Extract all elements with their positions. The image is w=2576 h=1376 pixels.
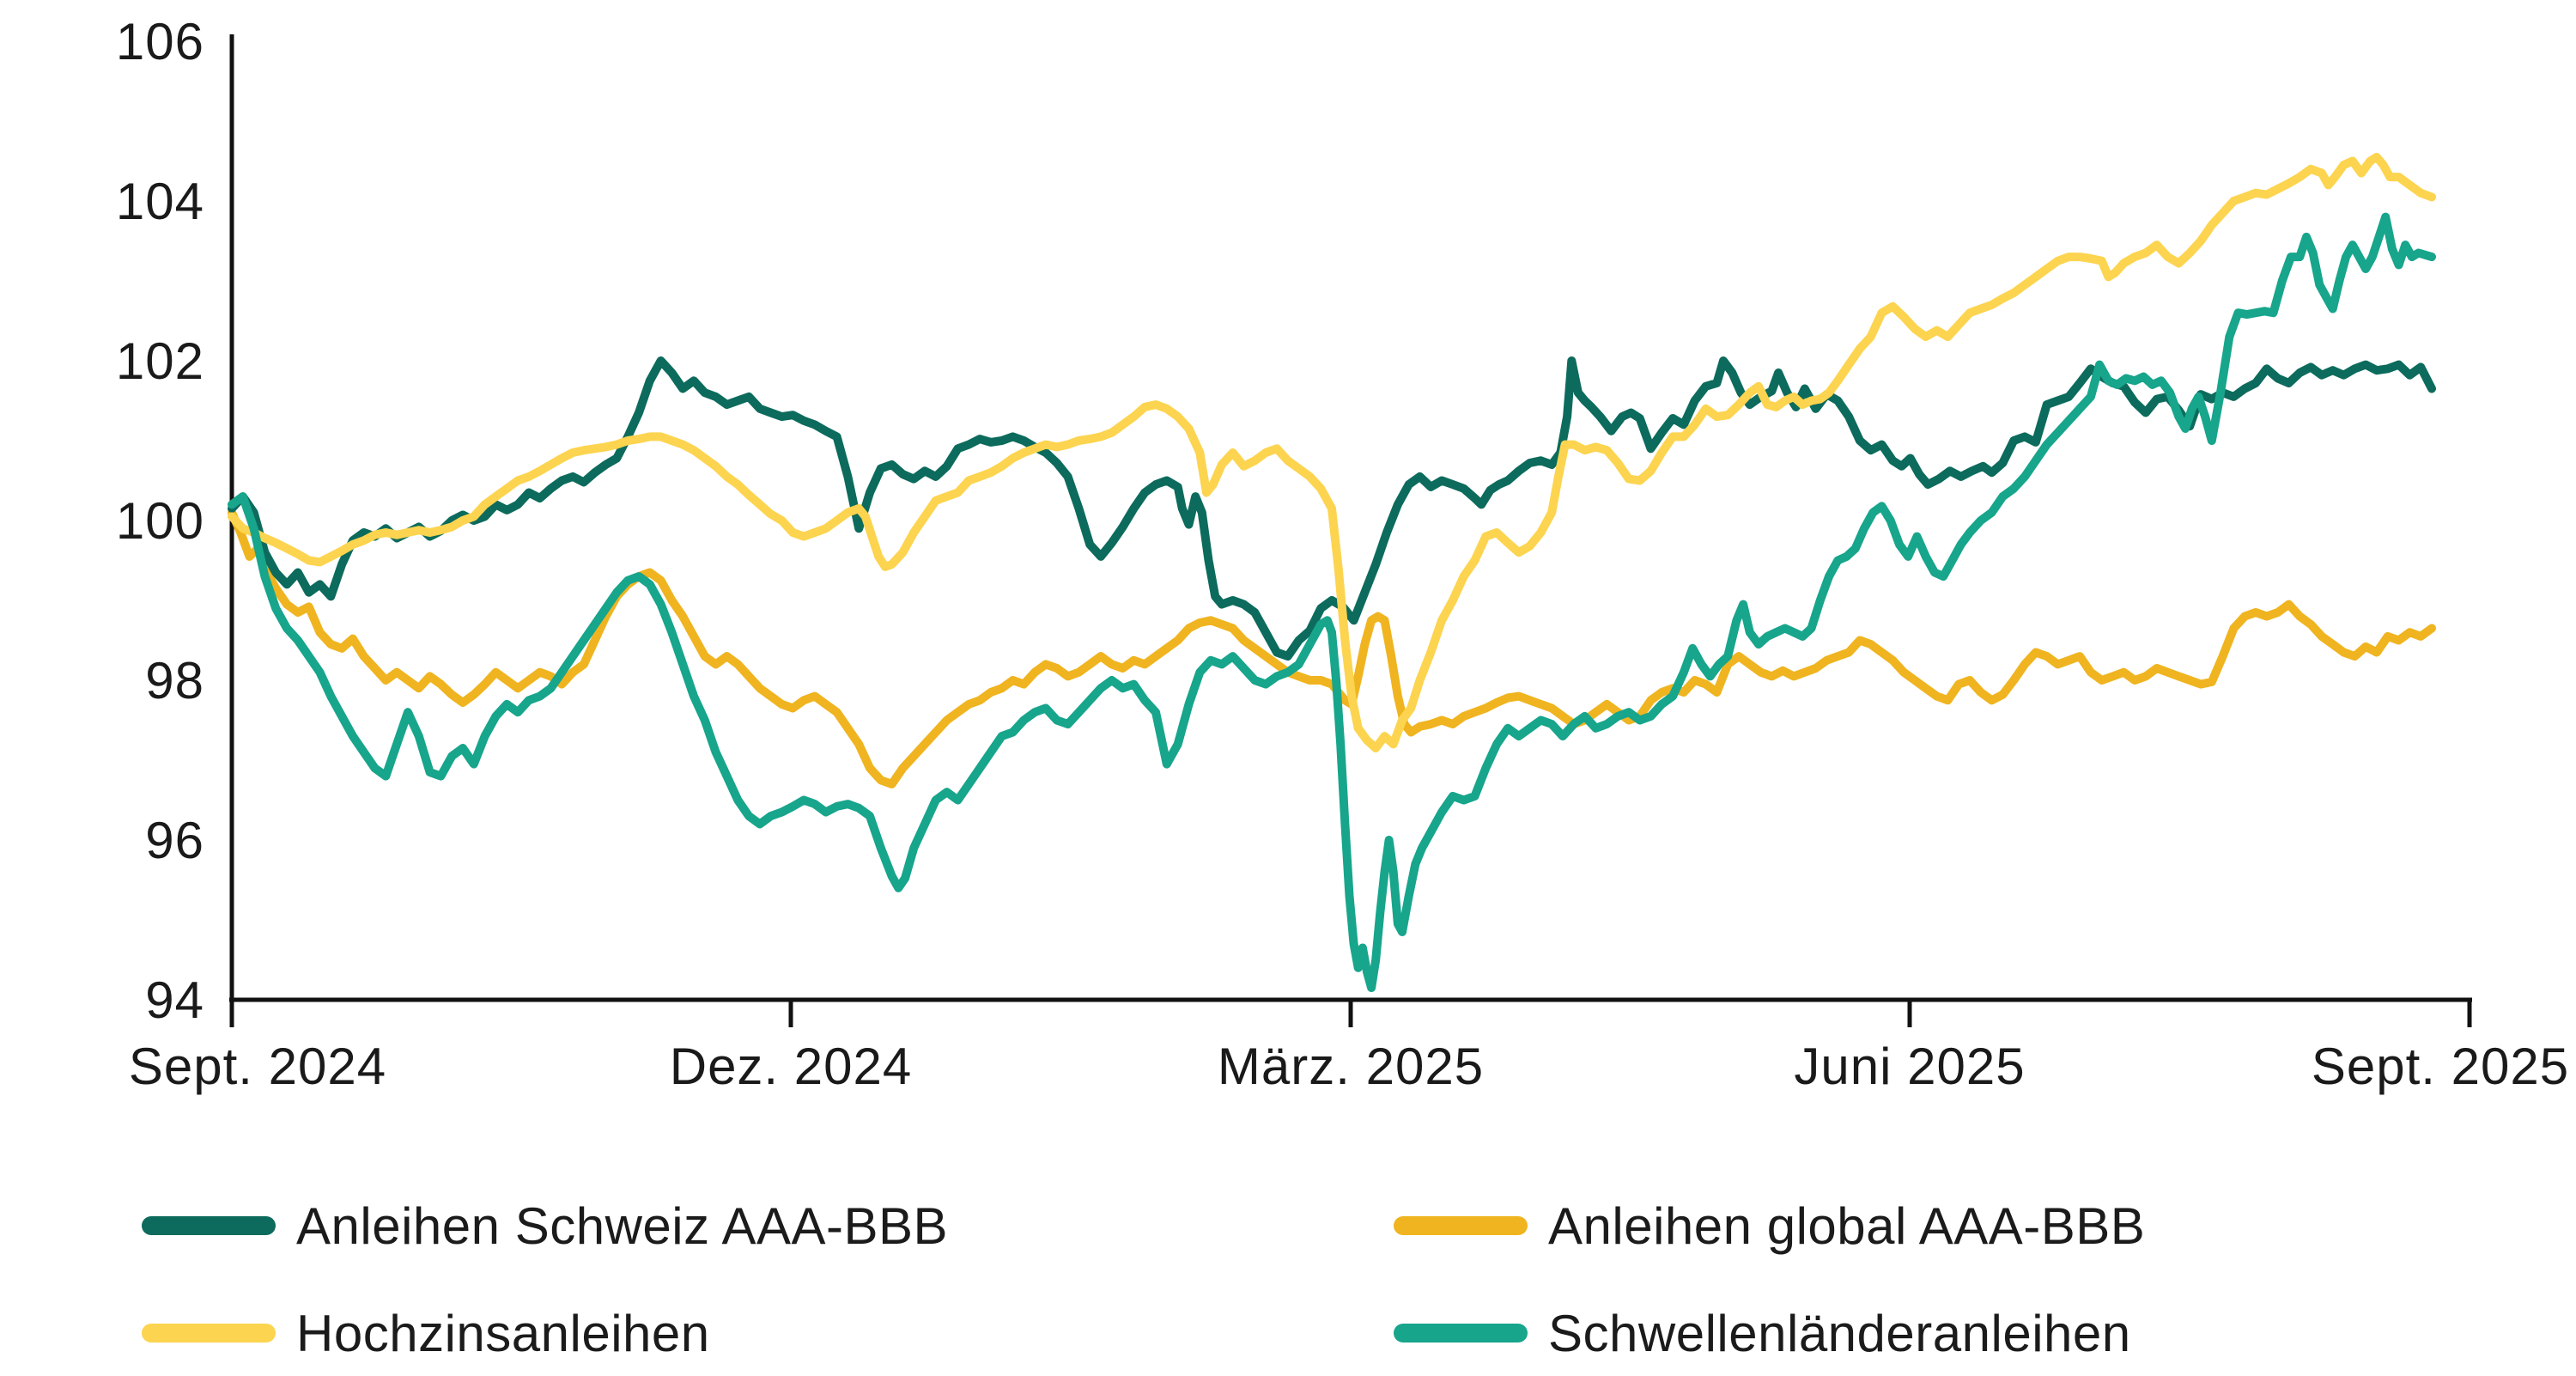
legend-item-anleihen-schweiz: Anleihen Schweiz AAA-BBB (142, 1197, 948, 1255)
series-line-0 (228, 356, 2436, 661)
legend-label-hochzinsanleihen: Hochzinsanleihen (296, 1304, 710, 1362)
legend-label-schwellenlaenderanleihen: Schwellenländeranleihen (1548, 1304, 2131, 1362)
x-axis-label-0: Sept. 2024 (129, 1038, 386, 1095)
legend-swatch-anleihen-schweiz-icon (142, 1216, 276, 1235)
legend-item-anleihen-global: Anleihen global AAA-BBB (1394, 1197, 2145, 1255)
y-axis-label-104: 104 (116, 173, 204, 230)
legend-swatch-anleihen-global-icon (1394, 1216, 1528, 1235)
y-axis-label-102: 102 (116, 332, 204, 390)
legend-label-anleihen-global: Anleihen global AAA-BBB (1548, 1196, 2146, 1255)
series-line-2 (228, 152, 2436, 752)
y-axis-label-106: 106 (116, 13, 204, 70)
y-axis-label-100: 100 (116, 492, 204, 550)
chart-plot-area: 94 96 98 100 102 104 106 Sept. 2024 Dez. 2024 Mär… (116, 13, 2569, 1095)
y-axis-label-98: 98 (145, 652, 204, 709)
series-line-1 (228, 508, 2436, 788)
x-axis-label-2: März. 2025 (1218, 1038, 1484, 1095)
legend-swatch-hochzinsanleihen-icon (142, 1324, 276, 1343)
series-line-3 (228, 212, 2436, 992)
legend-item-hochzinsanleihen: Hochzinsanleihen (142, 1304, 710, 1362)
x-axis-label-3: Juni 2025 (1794, 1038, 2025, 1095)
y-axis-label-94: 94 (145, 971, 204, 1029)
y-axis-label-96: 96 (145, 812, 204, 869)
x-axis-label-1: Dez. 2024 (670, 1038, 913, 1095)
legend-swatch-schwellenlaenderanleihen-icon (1394, 1324, 1528, 1343)
legend-label-anleihen-schweiz: Anleihen Schweiz AAA-BBB (296, 1196, 949, 1255)
legend-item-schwellenlaenderanleihen: Schwellenländeranleihen (1394, 1304, 2131, 1362)
x-axis-label-4: Sept. 2025 (2312, 1038, 2569, 1095)
